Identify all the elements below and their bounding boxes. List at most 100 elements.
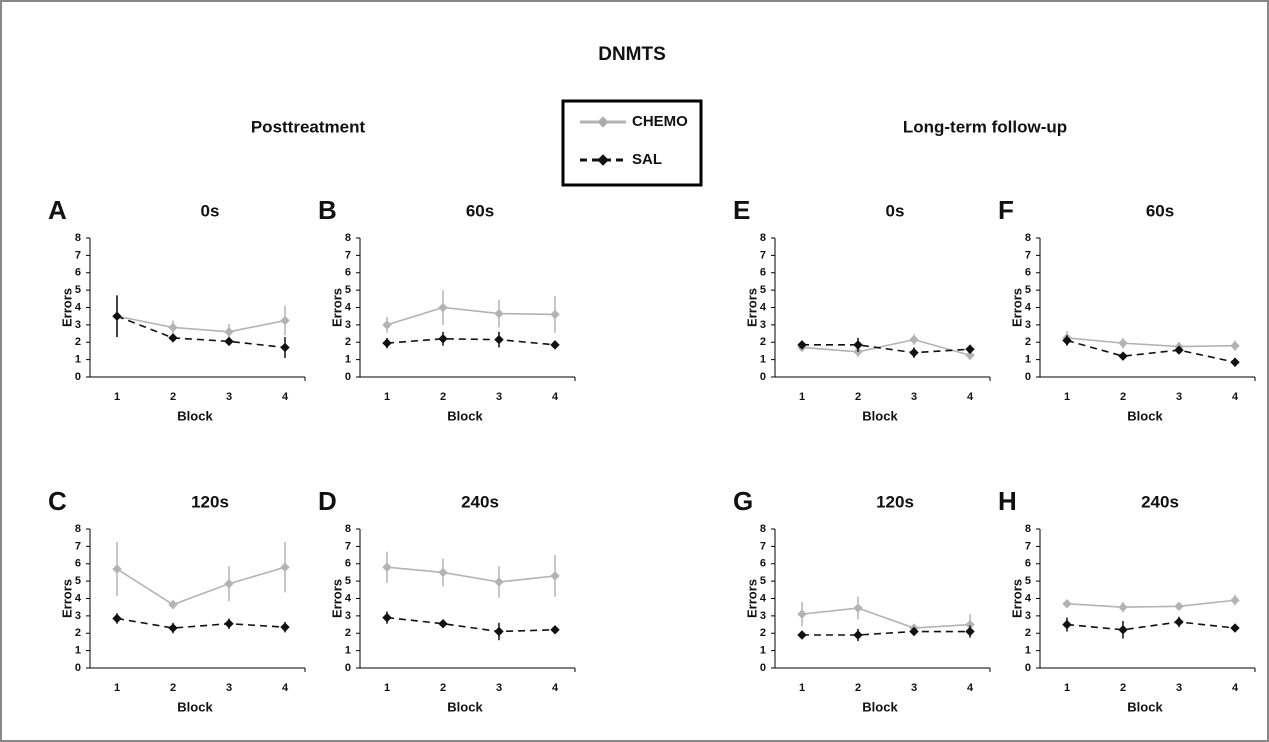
y-tick-label: 6 [760, 558, 766, 570]
x-tick-label: 4 [552, 391, 559, 403]
y-tick-label: 1 [345, 354, 351, 366]
data-point [280, 342, 290, 353]
x-tick-label: 4 [1232, 682, 1239, 694]
panel-title: 240s [461, 492, 499, 511]
y-tick-label: 2 [760, 627, 766, 639]
x-tick-label: 1 [114, 391, 120, 403]
panel-letter: D [318, 486, 337, 516]
panel-title: 240s [1141, 492, 1179, 511]
y-tick-label: 4 [1025, 301, 1032, 313]
y-tick-label: 3 [75, 610, 81, 622]
x-tick-label: 3 [1176, 391, 1182, 403]
data-point [1174, 601, 1184, 612]
data-point [550, 340, 560, 350]
y-tick-label: 4 [760, 592, 767, 604]
data-point [168, 333, 178, 343]
data-point [382, 562, 392, 572]
data-point [853, 340, 863, 350]
panel-title: 0s [201, 201, 220, 220]
data-point [909, 334, 919, 345]
data-point [1230, 623, 1240, 633]
data-point [112, 311, 122, 321]
y-tick-label: 4 [75, 301, 82, 313]
y-tick-label: 7 [345, 540, 351, 552]
y-tick-label: 0 [75, 662, 81, 674]
series-line [386, 566, 556, 583]
panel-letter: H [998, 486, 1017, 516]
y-tick-label: 4 [75, 592, 82, 604]
x-tick-label: 4 [552, 682, 559, 694]
data-point [438, 302, 448, 313]
x-tick-label: 1 [1064, 391, 1070, 403]
y-tick-label: 4 [345, 301, 352, 313]
panel-letter: F [998, 195, 1014, 225]
data-point [1230, 341, 1240, 351]
x-tick-label: 1 [799, 391, 805, 403]
data-point [438, 334, 448, 344]
y-axis-label: Errors [329, 288, 344, 327]
y-tick-label: 2 [345, 336, 351, 348]
x-tick-label: 2 [170, 391, 176, 403]
y-tick-label: 3 [75, 319, 81, 331]
y-tick-label: 8 [345, 232, 351, 244]
section-label: Long-term follow-up [903, 117, 1067, 136]
data-point [965, 626, 975, 637]
figure-title: DNMTS [598, 44, 666, 65]
y-axis-label: Errors [329, 579, 344, 618]
legend-label: SAL [632, 151, 662, 168]
data-point [1118, 602, 1128, 612]
y-tick-label: 7 [75, 249, 81, 261]
data-point [382, 612, 392, 623]
x-axis-label: Block [862, 699, 898, 714]
x-axis-label: Block [1127, 408, 1163, 423]
data-point [494, 334, 504, 345]
x-tick-label: 2 [170, 682, 176, 694]
y-tick-label: 3 [345, 319, 351, 331]
data-point [438, 618, 448, 629]
y-tick-label: 1 [760, 354, 766, 366]
data-point [909, 347, 919, 358]
x-tick-label: 1 [384, 682, 390, 694]
y-tick-label: 4 [1025, 592, 1032, 604]
x-axis-label: Block [177, 408, 213, 423]
y-tick-label: 7 [760, 540, 766, 552]
data-point [550, 625, 560, 635]
series-line [116, 315, 286, 333]
data-point [224, 579, 234, 589]
panel-letter: B [318, 195, 337, 225]
y-tick-label: 0 [75, 371, 81, 383]
panel-title: 60s [1146, 201, 1174, 220]
series-line [801, 607, 971, 629]
data-point [280, 562, 290, 572]
y-axis-label: Errors [1009, 579, 1024, 618]
x-axis-label: Block [447, 408, 483, 423]
data-point [1118, 351, 1128, 361]
y-tick-label: 2 [1025, 336, 1031, 348]
x-tick-label: 3 [496, 682, 502, 694]
data-point [1174, 345, 1184, 355]
panel-letter: C [48, 486, 67, 516]
panel-title: 120s [876, 492, 914, 511]
y-axis-label: Errors [1009, 288, 1024, 327]
data-point [1062, 335, 1072, 346]
y-tick-label: 1 [1025, 645, 1031, 657]
x-tick-label: 1 [799, 682, 805, 694]
y-axis-label: Errors [59, 288, 74, 327]
data-point [494, 626, 504, 637]
data-point [168, 623, 178, 633]
y-tick-label: 1 [75, 354, 81, 366]
x-tick-label: 2 [1120, 391, 1126, 403]
x-tick-label: 4 [282, 682, 289, 694]
data-point [168, 599, 178, 610]
panel-title: 0s [886, 201, 905, 220]
data-point [797, 340, 807, 350]
data-point [1230, 595, 1240, 605]
y-tick-label: 8 [760, 232, 766, 244]
y-tick-label: 2 [345, 627, 351, 639]
x-tick-label: 2 [855, 682, 861, 694]
panel-letter: A [48, 195, 67, 225]
y-tick-label: 5 [1025, 284, 1031, 296]
y-tick-label: 5 [345, 575, 351, 587]
y-tick-label: 1 [345, 645, 351, 657]
series-line [386, 337, 556, 346]
